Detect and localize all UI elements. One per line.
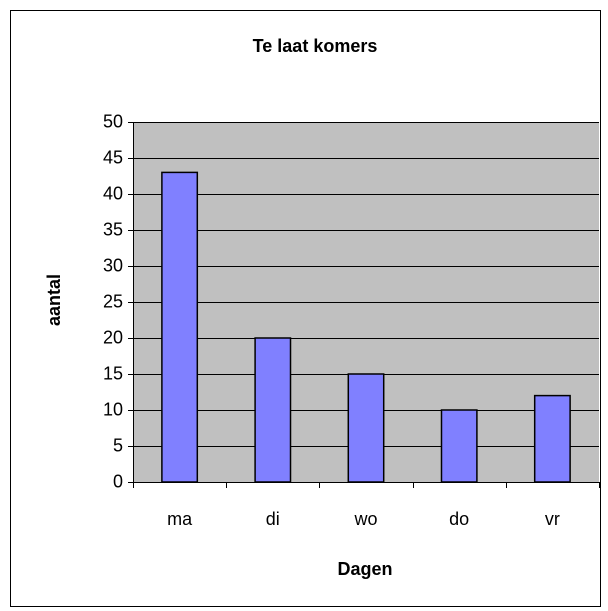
bar [440,409,478,483]
bar [161,171,199,483]
x-tick-label: vr [545,509,560,529]
chart-title: Te laat komers [253,36,378,56]
y-tick-label: 30 [103,255,123,275]
y-tick-label: 50 [103,111,123,131]
y-tick-label: 15 [103,363,123,383]
x-tick-label: di [266,509,280,529]
y-axis-label: aantal [44,274,64,326]
x-axis-label: Dagen [337,559,392,579]
y-tick-label: 25 [103,291,123,311]
y-tick-label: 10 [103,399,123,419]
y-tick-label: 45 [103,147,123,167]
y-tick-label: 0 [113,471,123,491]
x-tick-label: wo [353,509,377,529]
bar [533,394,571,483]
bar [347,373,385,483]
x-tick-label: ma [167,509,193,529]
y-tick-label: 20 [103,327,123,347]
bar [254,337,292,483]
y-tick-label: 40 [103,183,123,203]
y-tick-label: 5 [113,435,123,455]
x-tick-label: do [449,509,469,529]
y-tick-label: 35 [103,219,123,239]
